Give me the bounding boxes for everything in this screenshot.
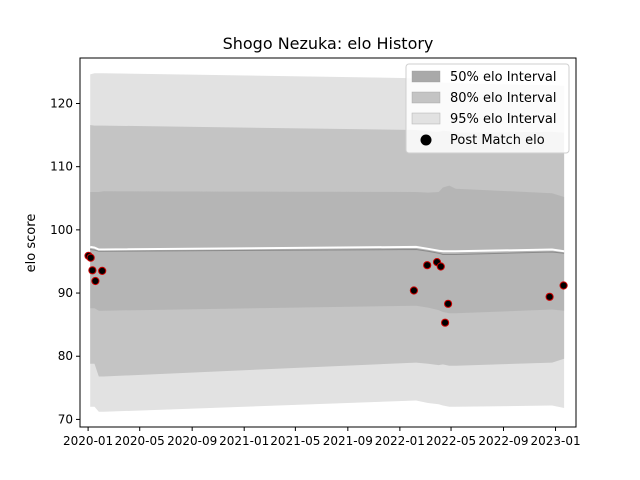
post-match-point-6	[409, 286, 418, 295]
legend-label-50-elo-interval: 50% elo Interval	[450, 70, 557, 85]
legend-label-post-match-elo: Post Match elo	[450, 133, 545, 148]
x-tick-label-2020-09: 2020-09	[167, 434, 217, 448]
post-match-point-13	[559, 281, 568, 290]
mean-elo-line	[90, 245, 565, 253]
legend: 50% elo Interval 80% elo Interval 95% elo …	[405, 63, 570, 154]
center-elo-line	[90, 248, 565, 255]
y-tick-label-120: 120	[50, 96, 73, 110]
y-axis-label: elo score	[24, 214, 39, 273]
y-tick-label-110: 110	[50, 160, 73, 174]
post-match-point-11	[444, 299, 453, 308]
legend-label-95-elo-interval: 95% elo Interval	[450, 112, 557, 127]
x-tick-label-2022-05: 2022-05	[426, 434, 476, 448]
x-tick-label-2020-01: 2020-01	[63, 434, 113, 448]
legend-swatch-95-elo-interval	[411, 112, 441, 125]
post-match-point-5	[98, 266, 107, 275]
y-tick-label-90: 90	[58, 286, 73, 300]
y-tick-label-70: 70	[58, 412, 73, 426]
post-match-point-10	[441, 318, 450, 327]
plot-frame	[79, 57, 577, 428]
legend-marker-post-match-elo	[420, 134, 432, 146]
post-match-point-9	[436, 262, 445, 271]
legend-swatch-80-elo-interval	[411, 91, 441, 104]
legend-swatch-50-elo-interval	[411, 70, 441, 83]
y-tick-label-80: 80	[58, 349, 73, 363]
post-match-point-3	[88, 266, 97, 275]
post-match-point-4	[91, 276, 100, 286]
post-match-point-2	[86, 253, 95, 262]
x-tick-label-2022-01: 2022-01	[375, 434, 425, 448]
y-tick-label-100: 100	[50, 223, 73, 237]
x-tick-label-2022-09: 2022-09	[478, 434, 528, 448]
x-tick-label-2021-01: 2021-01	[219, 434, 269, 448]
band-50-percent	[90, 185, 565, 314]
x-tick-label-2020-05: 2020-05	[115, 434, 165, 448]
plot-area: 2020-01 2020-05 2020-09 2021-01 2021-05 2021-…	[50, 57, 581, 448]
x-tick-label-2021-05: 2021-05	[270, 434, 320, 448]
post-match-point-12	[545, 292, 554, 301]
legend-label-80-elo-interval: 80% elo Interval	[450, 91, 557, 106]
post-match-point-7	[423, 261, 432, 270]
chart-title: Shogo Nezuka: elo History	[223, 34, 434, 53]
x-tick-label-2023-01: 2023-01	[530, 434, 580, 448]
legend-box	[405, 63, 570, 154]
x-tick-label-2021-09: 2021-09	[323, 434, 373, 448]
